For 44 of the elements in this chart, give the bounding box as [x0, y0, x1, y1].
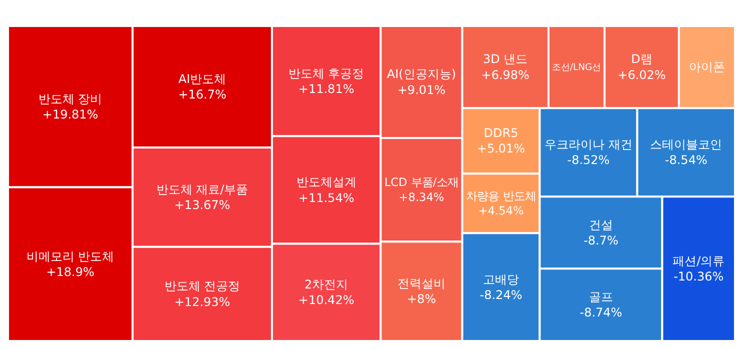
data-label: -8.7% — [584, 233, 618, 248]
data-label: +10.42% — [298, 293, 354, 308]
category-label: DDR5 — [484, 126, 518, 140]
data-label: +12.93% — [174, 294, 230, 309]
data-label: +13.67% — [174, 198, 230, 212]
data-label: +8% — [406, 292, 436, 306]
data-label: +18.9% — [46, 264, 94, 279]
data-label: +4.54% — [478, 204, 524, 218]
data-label: +5.01% — [476, 142, 526, 156]
data-label: +11.54% — [298, 190, 354, 205]
data-label: +11.81% — [298, 82, 354, 96]
data-label: +6.02% — [618, 68, 666, 82]
data-label: +9.01% — [397, 82, 446, 97]
category-label: 반도체 후공정 — [288, 66, 364, 80]
category-label: 골프 — [588, 290, 613, 304]
category-label: 비메모리 반도체 — [26, 249, 114, 264]
category-label: LCD 부품/소재 — [384, 176, 459, 190]
category-label: 우크라이나 재건 — [544, 138, 632, 152]
category-label: 반도체 전공정 — [164, 279, 240, 294]
category-label: 반도체설계 — [296, 175, 356, 190]
category-label: 3D 낸드 — [483, 52, 528, 66]
data-label: -10.36% — [674, 270, 724, 284]
data-label: +8.34% — [398, 190, 444, 204]
category-label: 반도체 재료/부품 — [156, 182, 248, 196]
category-label: AI(인공지능) — [386, 67, 456, 82]
data-label: -8.52% — [567, 153, 610, 168]
category-label: D램 — [631, 52, 652, 66]
category-label: 전력설비 — [397, 276, 446, 290]
data-label: +19.81% — [42, 107, 98, 122]
data-label: +16.7% — [178, 88, 226, 102]
category-label: 건설 — [588, 218, 613, 232]
category-label: 조선/LNG선 — [552, 62, 602, 74]
category-label: AI반도체 — [178, 72, 226, 86]
data-label: -8.24% — [480, 288, 522, 302]
category-label: 패션/의류 — [672, 254, 725, 268]
data-label: -8.74% — [580, 306, 622, 320]
data-label: +6.98% — [481, 68, 530, 82]
category-label: 스테이블코인 — [650, 138, 722, 152]
category-label: 차량용 반도체 — [466, 190, 536, 203]
category-label: 고배당 — [482, 272, 519, 286]
data-label: -8.54% — [664, 153, 708, 168]
category-label: 2차전지 — [304, 278, 348, 292]
category-label: 아이폰 — [688, 60, 725, 74]
category-label: 반도체 장비 — [38, 92, 102, 106]
